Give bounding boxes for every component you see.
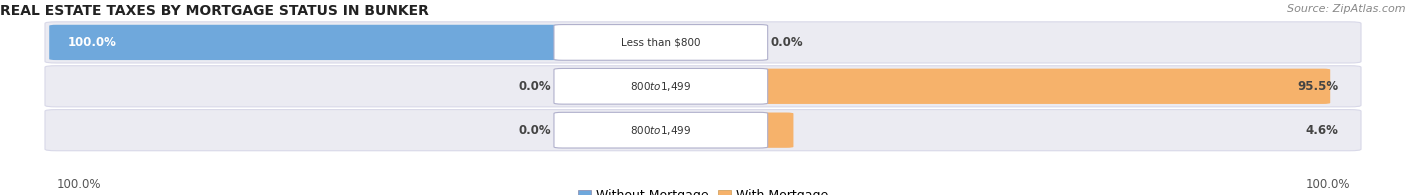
Text: 0.0%: 0.0% xyxy=(770,36,803,49)
FancyBboxPatch shape xyxy=(554,68,768,104)
Text: Source: ZipAtlas.com: Source: ZipAtlas.com xyxy=(1288,4,1406,14)
Text: $800 to $1,499: $800 to $1,499 xyxy=(630,80,692,93)
FancyBboxPatch shape xyxy=(554,25,768,60)
Text: 100.0%: 100.0% xyxy=(56,178,101,191)
Text: 4.6%: 4.6% xyxy=(1306,124,1339,137)
Legend: Without Mortgage, With Mortgage: Without Mortgage, With Mortgage xyxy=(575,186,831,195)
FancyBboxPatch shape xyxy=(45,66,1361,107)
Text: 0.0%: 0.0% xyxy=(519,80,551,93)
FancyBboxPatch shape xyxy=(554,112,768,148)
FancyBboxPatch shape xyxy=(45,22,1361,63)
FancyBboxPatch shape xyxy=(49,25,569,60)
FancyBboxPatch shape xyxy=(45,110,1361,151)
Text: $800 to $1,499: $800 to $1,499 xyxy=(630,124,692,137)
FancyBboxPatch shape xyxy=(752,69,1330,104)
Text: REAL ESTATE TAXES BY MORTGAGE STATUS IN BUNKER: REAL ESTATE TAXES BY MORTGAGE STATUS IN … xyxy=(0,4,429,18)
Text: 100.0%: 100.0% xyxy=(67,36,117,49)
Text: Less than $800: Less than $800 xyxy=(621,37,700,47)
FancyBboxPatch shape xyxy=(752,113,793,148)
Text: 95.5%: 95.5% xyxy=(1298,80,1339,93)
Text: 0.0%: 0.0% xyxy=(519,124,551,137)
Text: 100.0%: 100.0% xyxy=(1305,178,1350,191)
